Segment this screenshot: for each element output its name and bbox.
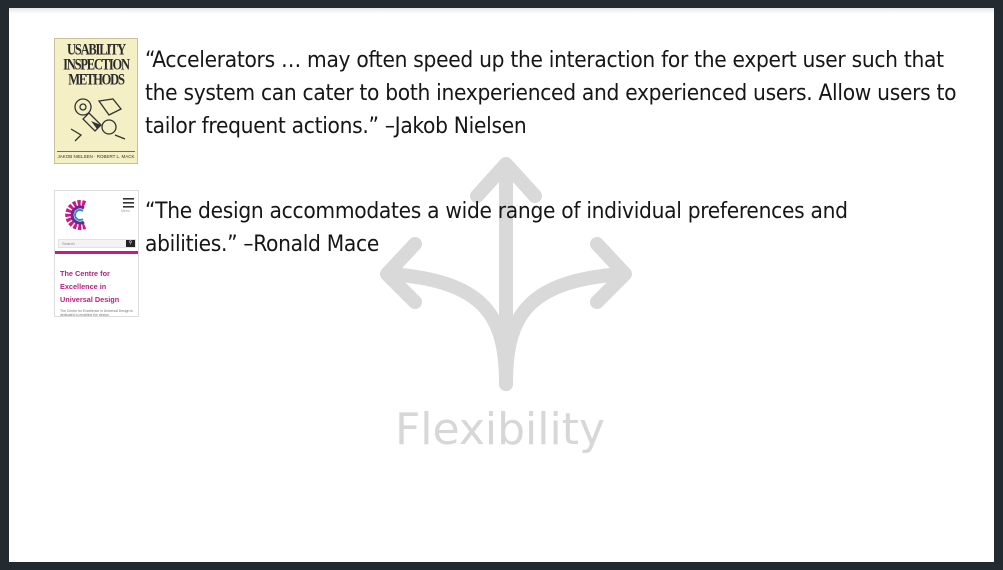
book-illustration (70, 98, 126, 142)
site-description: The Centre for Excellence in Universal D… (60, 309, 133, 317)
site-search-input[interactable]: Search ⚲ (58, 239, 136, 248)
slide: Flexibility USABILITY INSPECTION METHODS… (9, 8, 994, 562)
book-title-line: USABILITY (67, 40, 126, 59)
site-heading-line: Universal Design (60, 295, 120, 304)
search-icon[interactable]: ⚲ (126, 240, 135, 247)
split-arrows-icon (380, 157, 632, 391)
search-placeholder: Search (62, 241, 75, 246)
universal-design-logo-icon (65, 200, 87, 230)
hamburger-menu-icon[interactable] (123, 197, 134, 209)
book-cover-image: USABILITY INSPECTION METHODS JAKOB NIELS… (54, 38, 138, 164)
site-heading: The Centre for Excellence in Universal D… (60, 267, 136, 306)
site-heading-line: The Centre for (60, 269, 110, 278)
book-title-line: METHODS (68, 70, 125, 89)
quote-nielsen: “Accelerators … may often speed up the i… (145, 47, 957, 139)
book-authors: JAKOB NIELSEN · ROBERT L. MACK (57, 151, 135, 159)
watermark-title: Flexibility (395, 404, 605, 455)
quote-mace: “The design accommodates a wide range of… (145, 198, 848, 257)
book-title: USABILITY INSPECTION METHODS (55, 40, 137, 89)
site-accent-bar (55, 251, 138, 254)
website-thumbnail: Menu Search ⚲ The Centre for Excellence … (54, 190, 139, 317)
menu-label: Menu (121, 209, 130, 213)
slide-top-shadow (9, 8, 994, 14)
book-title-line: INSPECTION (63, 55, 130, 74)
site-heading-line: Excellence in (60, 282, 107, 291)
